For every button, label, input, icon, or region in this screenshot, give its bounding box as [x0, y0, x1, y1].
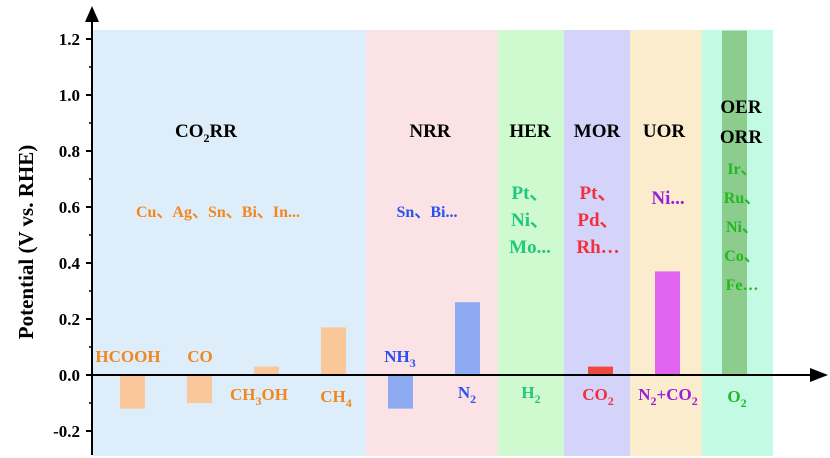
y-tick-label: 0.2: [59, 310, 80, 329]
y-tick-label: 0.8: [59, 142, 80, 161]
catalyst-label: Ir、: [727, 161, 756, 178]
product-label: NH3: [384, 347, 416, 370]
y-tick-label: 1.2: [59, 30, 80, 49]
catalyst-label: Sn、Bi...: [397, 204, 458, 221]
product-label: N2: [458, 383, 476, 406]
region-title: CO2RR: [175, 121, 237, 145]
product-label: CO: [187, 347, 213, 366]
catalyst-label: Ni、: [726, 219, 758, 236]
bar-co: [187, 375, 212, 403]
catalyst-label: Cu、Ag、Sn、Bi、In...: [136, 204, 300, 221]
labels-layer: CO2RR NRR HER MOR UOR OER ORR Cu、Ag、Sn、Bi、In...…: [95, 97, 762, 410]
catalyst-label: Ru、: [724, 190, 760, 207]
catalyst-label: Pd、: [577, 210, 618, 231]
product-label: O2: [727, 387, 746, 410]
product-label: CH3OH: [230, 385, 288, 408]
bar-nh3: [388, 375, 413, 409]
catalyst-label: Co、: [724, 248, 760, 265]
bar-n2-co2: [655, 271, 680, 375]
y-tick-label: -0.2: [53, 422, 80, 441]
bar-o2: [722, 30, 747, 375]
axes-layer: 1.2 1.0 0.8 0.6 0.4 0.2 0.0 -0.2 Potential (V vs…: [14, 6, 828, 455]
catalyst-label: Pt、: [580, 183, 617, 204]
catalyst-label: Ni...: [651, 188, 684, 209]
region-her: [498, 30, 564, 456]
region-title: UOR: [643, 121, 686, 142]
product-label: CH4: [320, 387, 352, 410]
region-title: HER: [509, 121, 550, 142]
x-axis-arrow: [810, 368, 828, 382]
bar-co2: [588, 366, 613, 375]
product-label: CO2: [582, 385, 614, 408]
product-label: HCOOH: [95, 347, 160, 366]
region-title-2: ORR: [720, 127, 763, 148]
bar-ch3oh: [254, 366, 279, 375]
product-label: N2+CO2: [638, 385, 697, 408]
y-tick-label: 0.6: [59, 198, 80, 217]
catalyst-label: Fe…: [726, 277, 759, 294]
catalyst-label: Rh…: [576, 237, 619, 258]
bar-ch4: [321, 327, 346, 375]
y-tick-label: 0.4: [59, 254, 81, 273]
region-uor: [630, 30, 702, 456]
catalyst-label: Ni、: [511, 210, 549, 231]
region-backgrounds: [92, 30, 773, 456]
region-mor: [564, 30, 630, 456]
bar-n2: [455, 302, 480, 375]
y-tick-label: 0.0: [59, 366, 80, 385]
region-nrr: [366, 30, 498, 456]
region-title: OER: [720, 97, 761, 118]
bars-layer: [120, 30, 747, 409]
catalyst-label: Pt、: [512, 183, 549, 204]
region-title: MOR: [574, 121, 621, 142]
region-title: NRR: [409, 121, 450, 142]
bar-hcooh: [120, 375, 145, 409]
product-label: H2: [521, 383, 540, 406]
y-axis-arrow: [85, 6, 99, 22]
y-axis-label: Potential (V vs. RHE): [14, 145, 38, 339]
catalyst-label: Mo...: [509, 237, 551, 258]
y-tick-label: 1.0: [59, 86, 80, 105]
